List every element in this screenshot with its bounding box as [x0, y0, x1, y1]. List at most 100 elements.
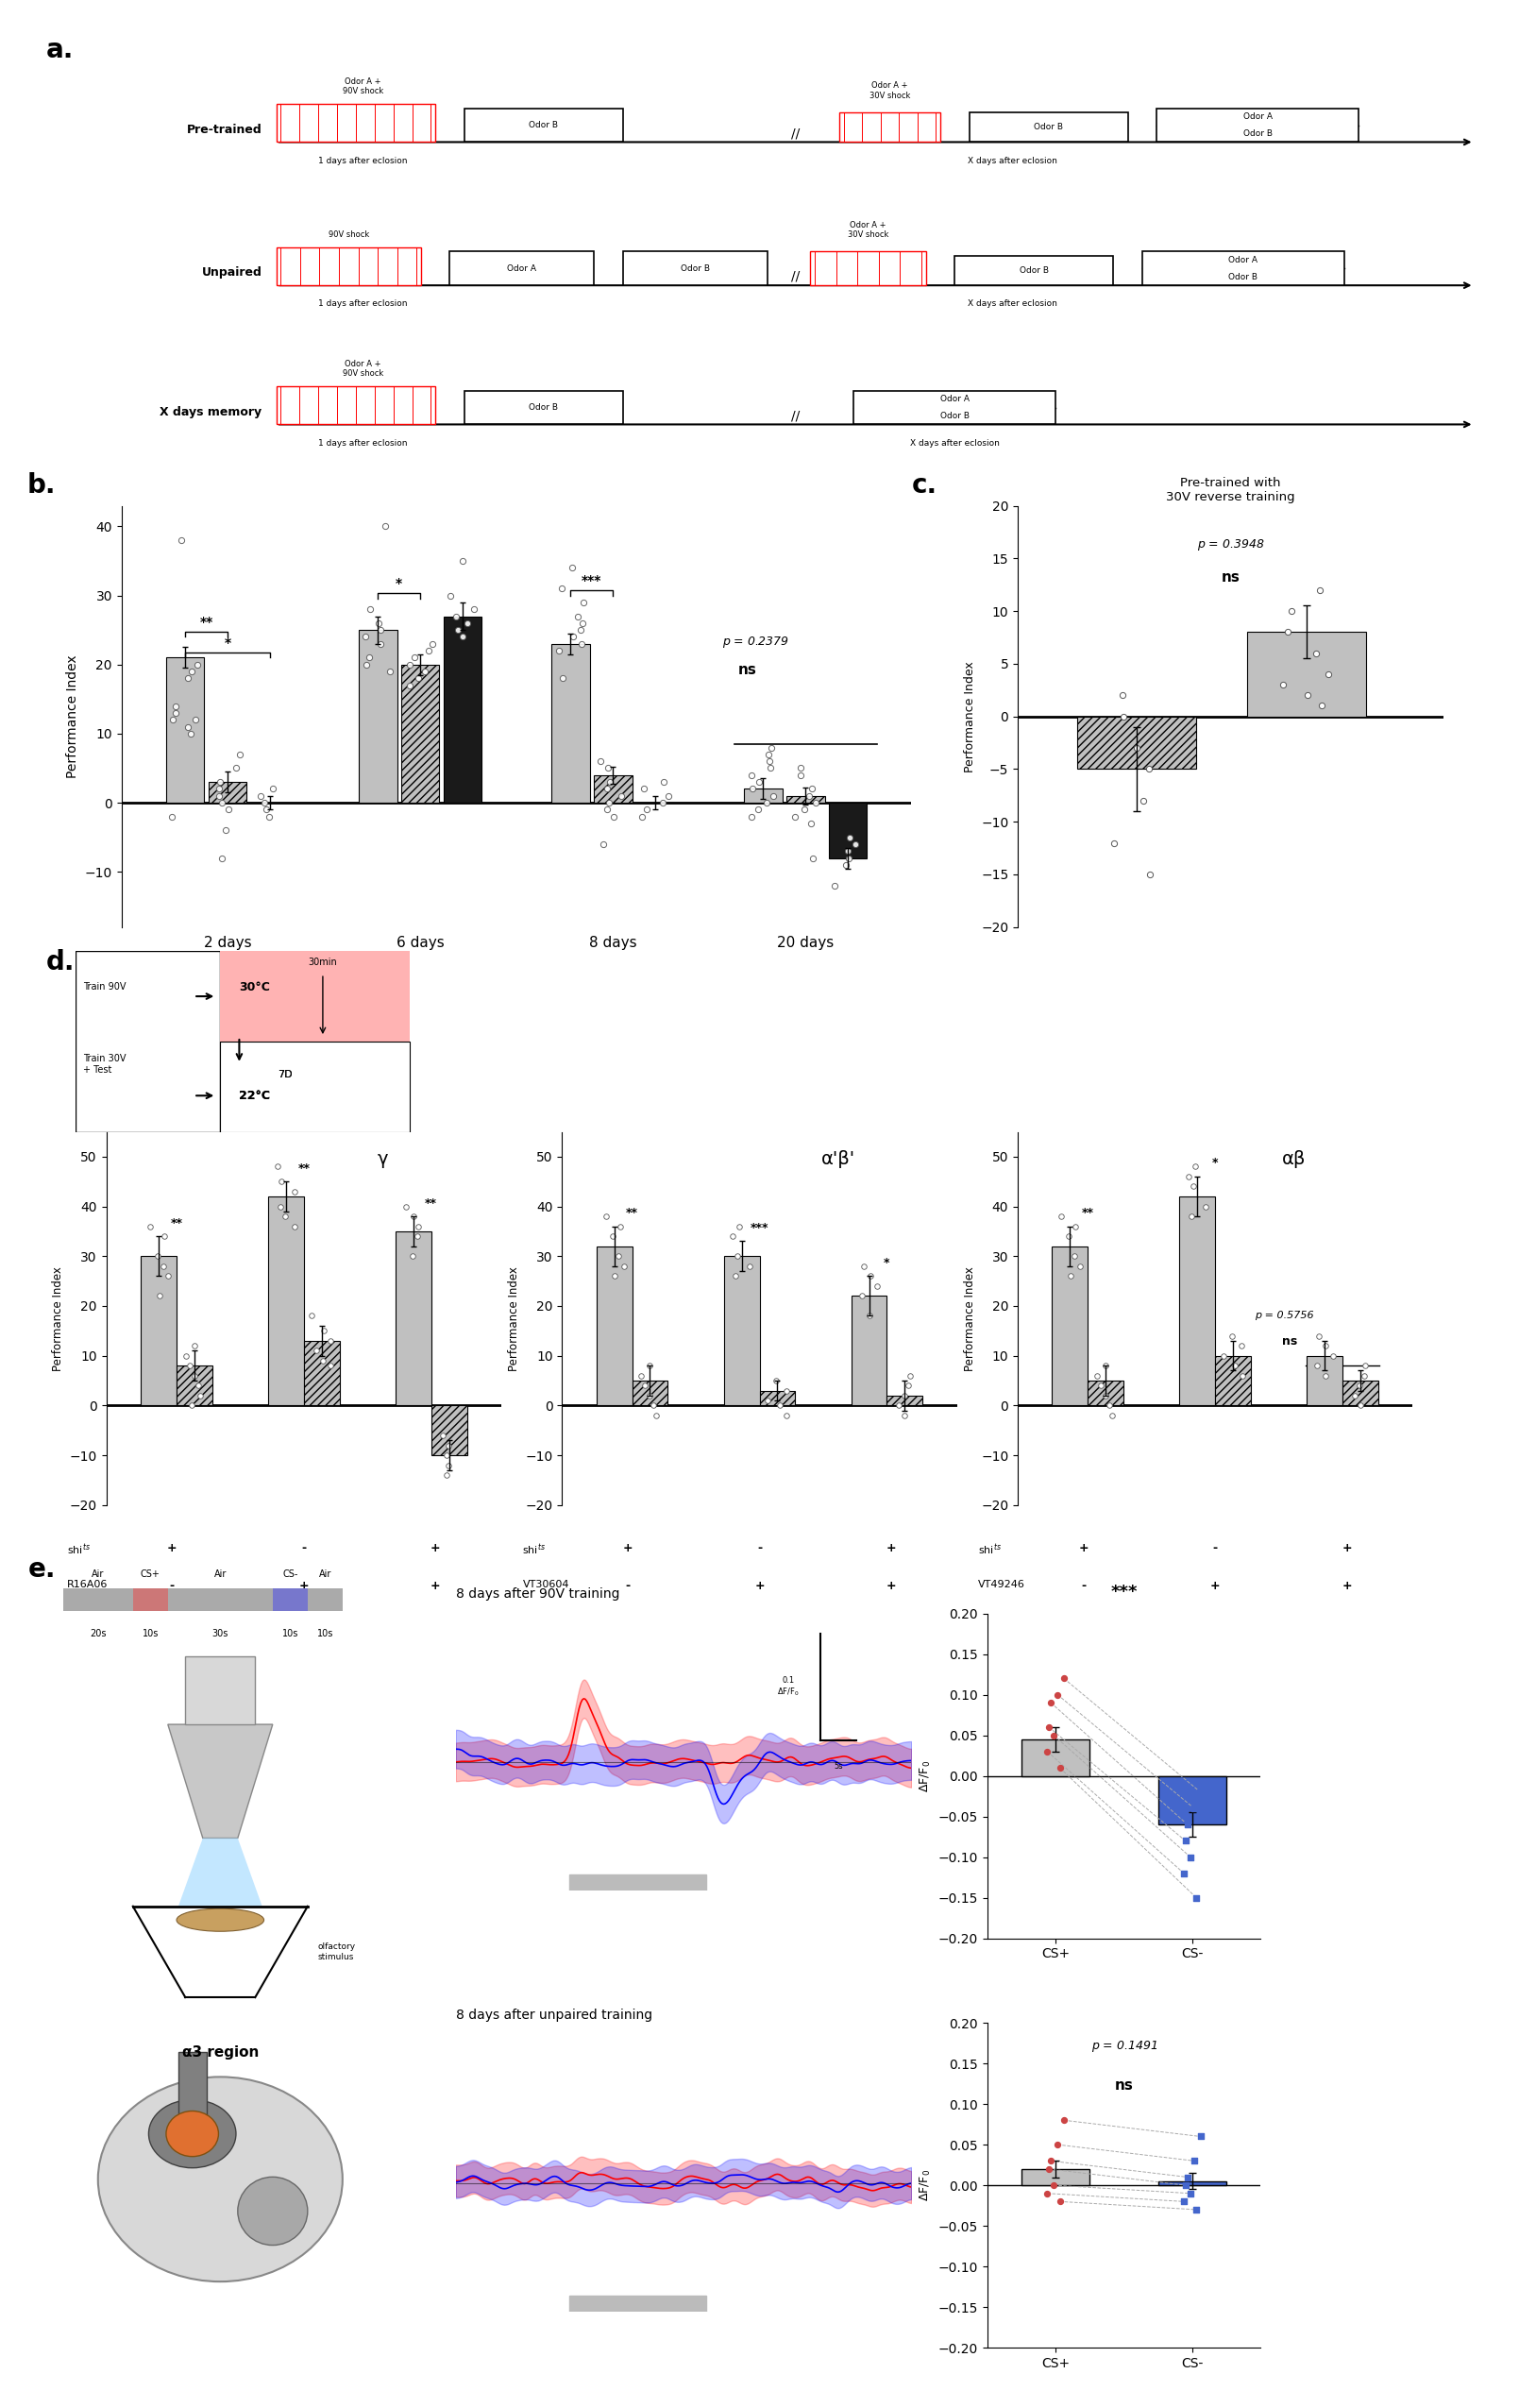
- Point: [570, 624, 594, 662]
- Point: [633, 1365, 658, 1404]
- Bar: [760, 1389, 794, 1406]
- Point: [588, 742, 612, 780]
- Text: -: -: [170, 1580, 175, 1592]
- Text: ns: ns: [1115, 2078, 1133, 2093]
- Bar: [1247, 633, 1367, 718]
- Bar: [395, 1230, 431, 1406]
- Bar: [623, 253, 767, 287]
- Point: [1034, 2174, 1059, 2213]
- Point: [1194, 1187, 1218, 1226]
- Point: [887, 1387, 911, 1426]
- Text: Pre-trained: Pre-trained: [187, 123, 261, 135]
- Point: [1176, 2158, 1200, 2196]
- Text: Train 90V: Train 90V: [84, 982, 126, 992]
- Point: [898, 1356, 922, 1394]
- Bar: [828, 802, 867, 857]
- Point: [1057, 1216, 1082, 1255]
- Point: [437, 576, 462, 614]
- Point: [252, 783, 276, 821]
- Text: Odor B: Odor B: [529, 402, 557, 412]
- Point: [1179, 1197, 1203, 1235]
- Bar: [1053, 1247, 1088, 1406]
- Point: [896, 1365, 921, 1404]
- Text: olfactory
stimulus: olfactory stimulus: [317, 1943, 355, 1960]
- Text: -: -: [626, 1580, 630, 1592]
- Point: [597, 783, 621, 821]
- Point: [1230, 1356, 1255, 1394]
- Point: [1179, 1837, 1203, 1876]
- Bar: [276, 248, 421, 287]
- Point: [146, 1238, 170, 1276]
- Text: p = 0.5756: p = 0.5756: [1255, 1310, 1314, 1320]
- Text: X days after eclosion: X days after eclosion: [968, 157, 1057, 166]
- Point: [267, 1187, 292, 1226]
- Text: **: **: [626, 1206, 638, 1218]
- Point: [1182, 2141, 1206, 2179]
- Text: 1 days after eclosion: 1 days after eclosion: [319, 301, 407, 308]
- Point: [1097, 1387, 1121, 1426]
- Bar: [1022, 2170, 1091, 2186]
- Point: [1034, 1731, 1059, 1770]
- Point: [1094, 1346, 1118, 1385]
- Point: [1223, 1346, 1247, 1385]
- Point: [138, 1206, 163, 1245]
- Point: [866, 1267, 890, 1305]
- Text: //: //: [791, 409, 801, 421]
- Text: Odor A +
90V shock: Odor A + 90V shock: [343, 77, 383, 96]
- Point: [1274, 614, 1299, 653]
- Bar: [304, 1341, 339, 1406]
- Point: [225, 749, 249, 787]
- Point: [1352, 1356, 1376, 1394]
- Point: [152, 1216, 176, 1255]
- Point: [214, 811, 238, 850]
- Bar: [1306, 1356, 1343, 1406]
- Point: [1068, 1247, 1092, 1286]
- Text: ns: ns: [738, 662, 756, 677]
- Text: α'β': α'β': [822, 1151, 855, 1168]
- Text: 0.1
$\Delta$F/F$_0$: 0.1 $\Delta$F/F$_0$: [778, 1676, 799, 1698]
- Text: α3 region: α3 region: [182, 2044, 258, 2059]
- Bar: [178, 2052, 207, 2119]
- Bar: [854, 390, 1056, 424]
- Point: [1188, 1772, 1212, 1811]
- Point: [1136, 749, 1161, 787]
- Bar: [597, 1247, 632, 1406]
- Text: +: +: [886, 1544, 896, 1556]
- Point: [357, 638, 381, 677]
- Point: [416, 631, 441, 669]
- Text: Odor A +
30V shock: Odor A + 30V shock: [848, 222, 889, 238]
- Text: 8 days after 90V training: 8 days after 90V training: [456, 1587, 620, 1601]
- Text: Odor B: Odor B: [1229, 272, 1258, 282]
- Text: CS-: CS-: [283, 1570, 298, 1580]
- Point: [738, 1247, 763, 1286]
- Point: [550, 660, 574, 698]
- Point: [570, 612, 594, 650]
- Text: 7D: 7D: [278, 1069, 292, 1079]
- Bar: [1142, 253, 1344, 287]
- Point: [257, 797, 281, 836]
- Point: [559, 549, 583, 588]
- Point: [444, 597, 468, 636]
- Text: Odor B: Odor B: [529, 120, 557, 130]
- Bar: [725, 1257, 760, 1406]
- Point: [741, 771, 766, 809]
- Text: -: -: [301, 1544, 307, 1556]
- Text: -: -: [1082, 1580, 1086, 1592]
- Point: [756, 734, 781, 773]
- Text: Odor B: Odor B: [1243, 130, 1273, 137]
- Point: [185, 645, 210, 684]
- Text: ***: ***: [750, 1221, 769, 1235]
- Point: [207, 771, 231, 809]
- Point: [156, 1257, 181, 1296]
- Ellipse shape: [97, 2076, 343, 2283]
- Point: [462, 590, 486, 628]
- Point: [650, 783, 674, 821]
- Point: [756, 742, 781, 780]
- Point: [728, 1206, 752, 1245]
- Point: [164, 686, 188, 725]
- Point: [1173, 2167, 1197, 2206]
- Text: 1 days after eclosion: 1 days after eclosion: [319, 438, 407, 448]
- Point: [176, 708, 201, 746]
- Point: [1309, 686, 1334, 725]
- Text: Odor B: Odor B: [681, 265, 709, 272]
